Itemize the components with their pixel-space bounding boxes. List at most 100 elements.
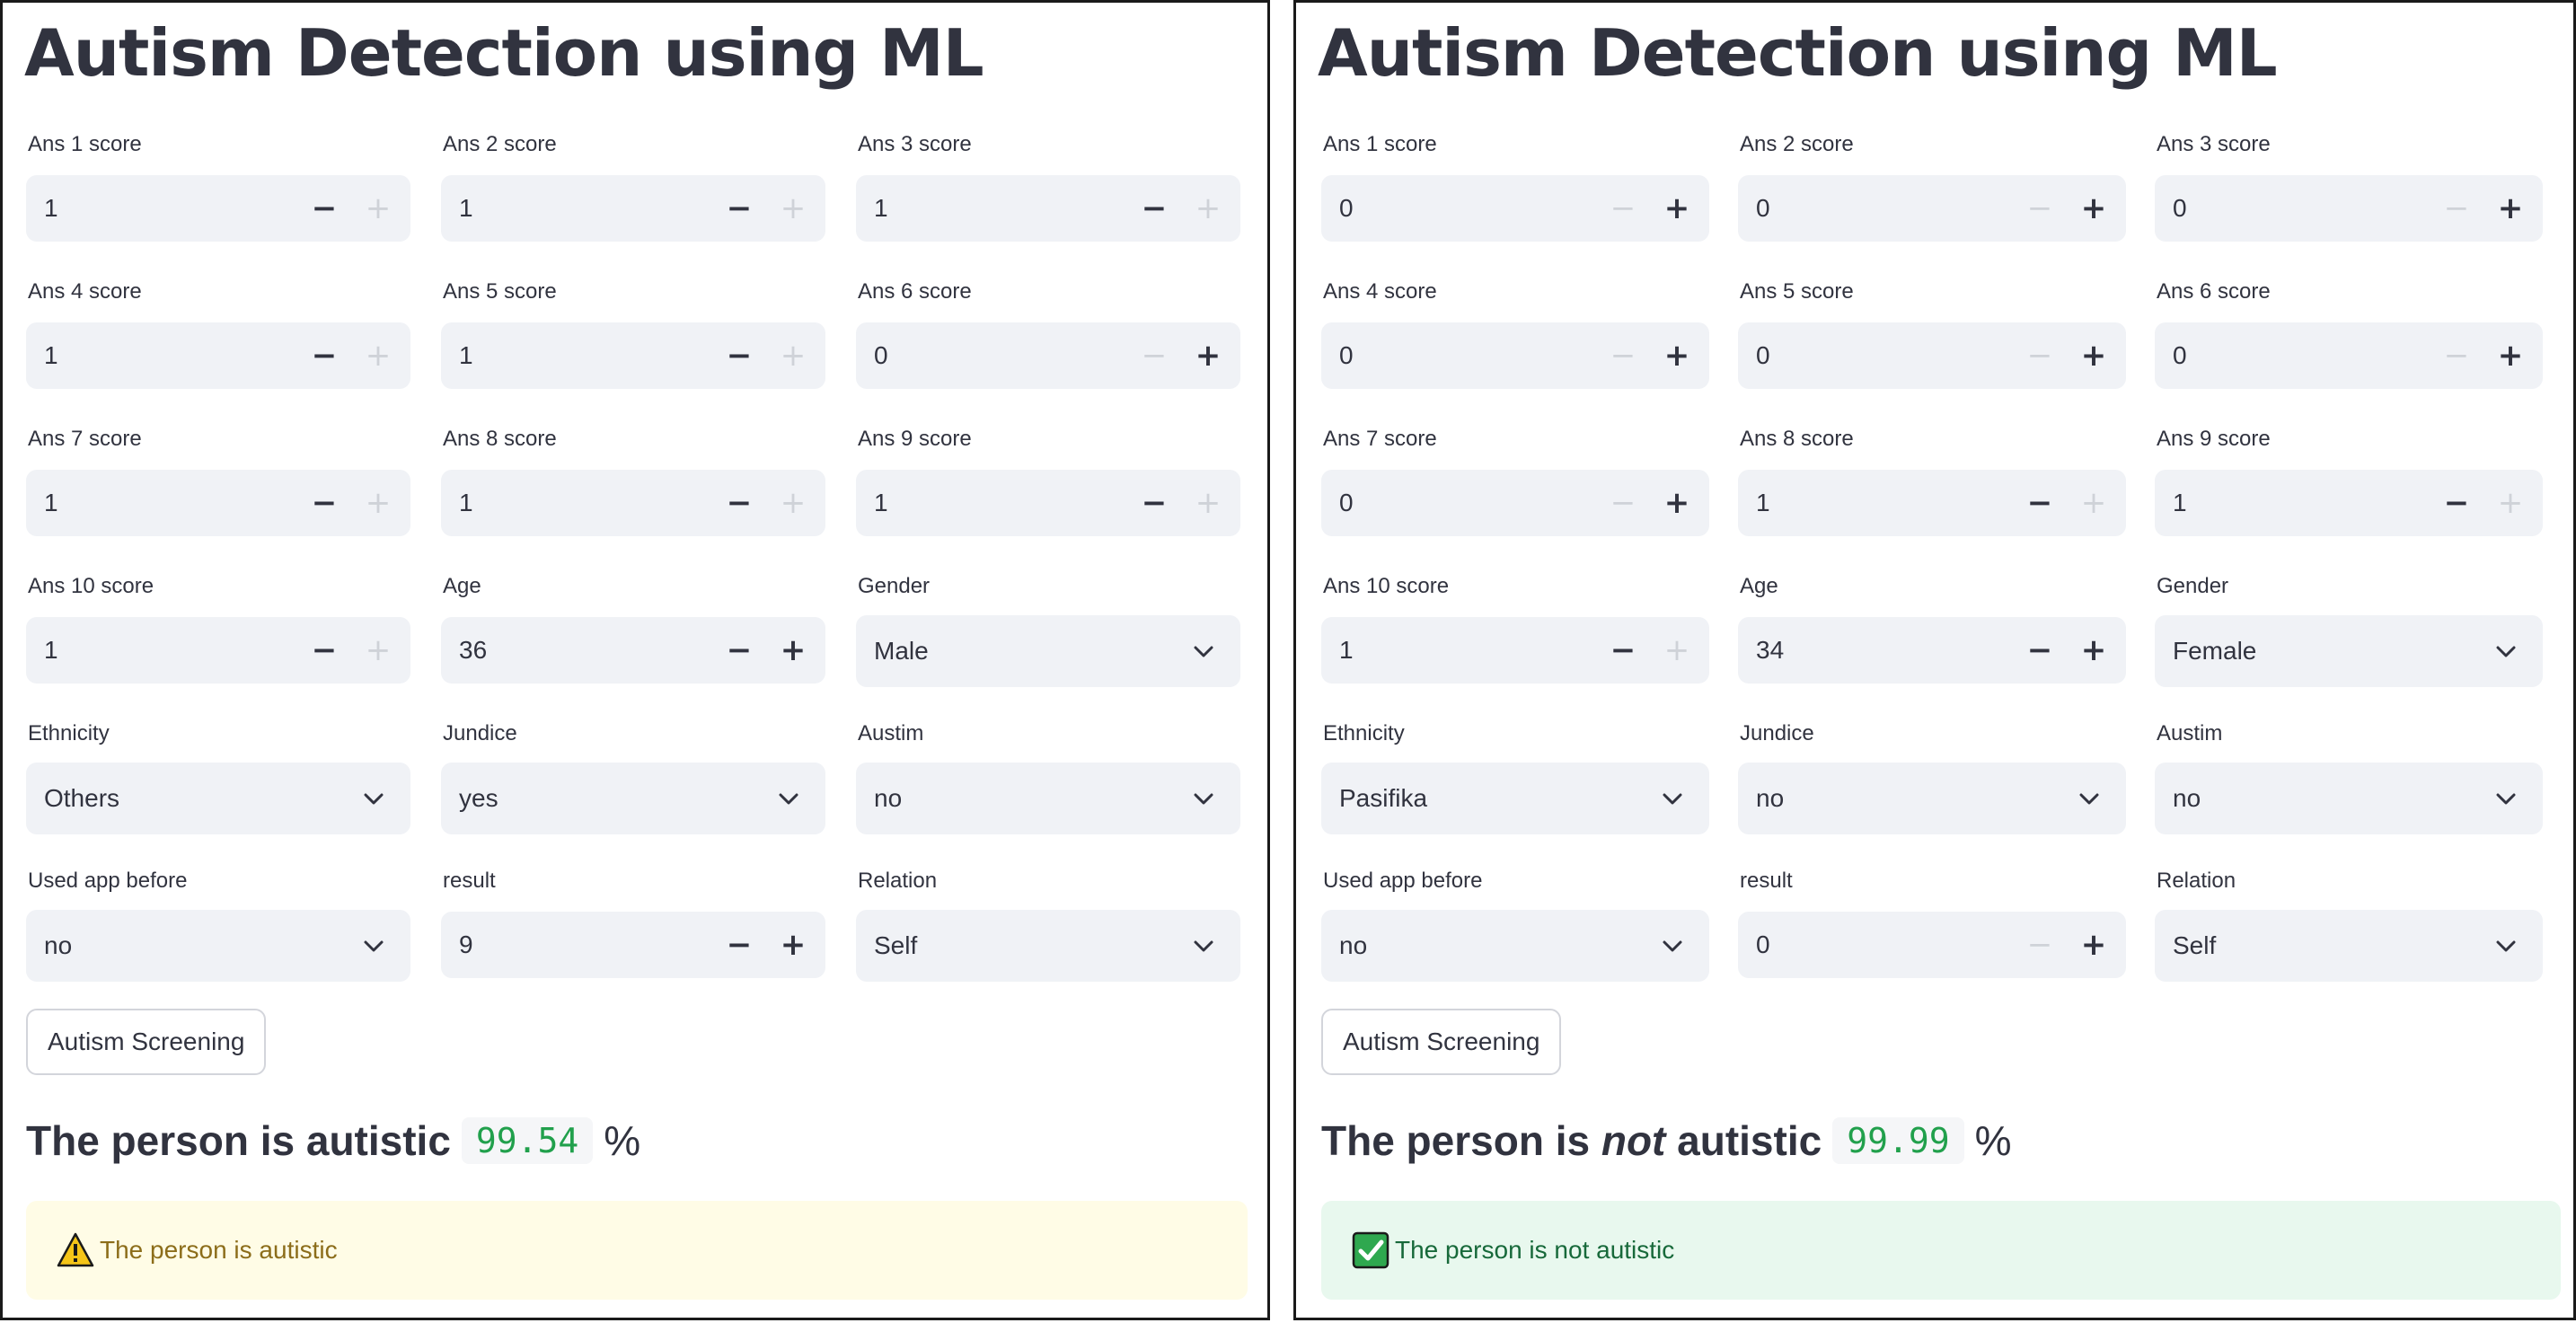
field-value[interactable]: 1 — [44, 341, 58, 369]
ans-2-score-number-input[interactable]: 1 − + — [441, 175, 825, 242]
chevron-down-icon[interactable] — [2078, 787, 2101, 810]
result-number-input[interactable]: 0 − + — [1738, 912, 2126, 978]
gender-select[interactable]: Female — [2155, 615, 2543, 687]
ans-5-score-number-input[interactable]: 0 − + — [1738, 322, 2126, 389]
increment-button[interactable]: + — [2497, 190, 2524, 226]
field-value[interactable]: no — [2173, 784, 2201, 812]
ans-10-score-number-input[interactable]: 1 − + — [26, 617, 410, 684]
ans-10-score-number-input[interactable]: 1 − + — [1321, 617, 1709, 684]
chevron-down-icon[interactable] — [362, 787, 385, 810]
decrement-button[interactable]: − — [2026, 485, 2053, 521]
field-value[interactable]: 0 — [1756, 931, 1770, 958]
increment-button[interactable]: + — [780, 485, 807, 521]
field-value[interactable]: Male — [874, 637, 929, 665]
decrement-button[interactable]: − — [311, 485, 338, 521]
field-value[interactable]: 0 — [1339, 489, 1354, 516]
field-value[interactable]: 1 — [459, 489, 473, 516]
field-value[interactable]: 0 — [1756, 341, 1770, 369]
ans-6-score-number-input[interactable]: 0 − + — [856, 322, 1240, 389]
field-value[interactable]: 36 — [459, 636, 488, 664]
decrement-button[interactable]: − — [2026, 632, 2053, 668]
increment-button[interactable]: + — [1195, 190, 1222, 226]
chevron-down-icon[interactable] — [777, 787, 800, 810]
decrement-button[interactable]: − — [311, 190, 338, 226]
decrement-button[interactable]: − — [2443, 338, 2470, 374]
jundice-select[interactable]: no — [1738, 763, 2126, 834]
ans-3-score-number-input[interactable]: 0 − + — [2155, 175, 2543, 242]
field-value[interactable]: Female — [2173, 637, 2257, 665]
gender-select[interactable]: Male — [856, 615, 1240, 687]
ans-6-score-number-input[interactable]: 0 − + — [2155, 322, 2543, 389]
increment-button[interactable]: + — [1195, 485, 1222, 521]
increment-button[interactable]: + — [2080, 338, 2107, 374]
field-value[interactable]: no — [874, 784, 903, 812]
increment-button[interactable]: + — [780, 190, 807, 226]
field-value[interactable]: 0 — [1339, 194, 1354, 222]
ans-5-score-number-input[interactable]: 1 − + — [441, 322, 825, 389]
decrement-button[interactable]: − — [726, 485, 753, 521]
increment-button[interactable]: + — [1663, 485, 1690, 521]
ans-1-score-number-input[interactable]: 1 − + — [26, 175, 410, 242]
field-value[interactable]: Pasifika — [1339, 784, 1428, 812]
chevron-down-icon[interactable] — [1192, 639, 1215, 663]
decrement-button[interactable]: − — [1610, 338, 1636, 374]
autism-screening-button[interactable]: Autism Screening — [1321, 1009, 1562, 1075]
increment-button[interactable]: + — [780, 338, 807, 374]
field-value[interactable]: 1 — [874, 194, 888, 222]
autism-screening-button[interactable]: Autism Screening — [26, 1009, 267, 1075]
decrement-button[interactable]: − — [1141, 338, 1168, 374]
decrement-button[interactable]: − — [311, 632, 338, 668]
decrement-button[interactable]: − — [726, 632, 753, 668]
decrement-button[interactable]: − — [311, 338, 338, 374]
increment-button[interactable]: + — [780, 927, 807, 963]
chevron-down-icon[interactable] — [1192, 934, 1215, 957]
decrement-button[interactable]: − — [726, 190, 753, 226]
decrement-button[interactable]: − — [1610, 190, 1636, 226]
chevron-down-icon[interactable] — [1661, 787, 1684, 810]
age-number-input[interactable]: 36 − + — [441, 617, 825, 684]
field-value[interactable]: Self — [874, 931, 918, 959]
chevron-down-icon[interactable] — [2494, 787, 2518, 810]
ans-8-score-number-input[interactable]: 1 − + — [441, 470, 825, 536]
increment-button[interactable]: + — [1663, 632, 1690, 668]
decrement-button[interactable]: − — [1610, 632, 1636, 668]
field-value[interactable]: 9 — [459, 931, 473, 958]
field-value[interactable]: 1 — [44, 636, 58, 664]
austim-select[interactable]: no — [2155, 763, 2543, 834]
field-value[interactable]: 0 — [1756, 194, 1770, 222]
result-number-input[interactable]: 9 − + — [441, 912, 825, 978]
increment-button[interactable]: + — [2497, 485, 2524, 521]
increment-button[interactable]: + — [365, 485, 392, 521]
chevron-down-icon[interactable] — [362, 934, 385, 957]
jundice-select[interactable]: yes — [441, 763, 825, 834]
field-value[interactable]: 0 — [1339, 341, 1354, 369]
increment-button[interactable]: + — [2080, 927, 2107, 963]
chevron-down-icon[interactable] — [1192, 787, 1215, 810]
chevron-down-icon[interactable] — [2494, 934, 2518, 957]
increment-button[interactable]: + — [1663, 338, 1690, 374]
ans-8-score-number-input[interactable]: 1 − + — [1738, 470, 2126, 536]
field-value[interactable]: 1 — [459, 341, 473, 369]
field-value[interactable]: 1 — [874, 489, 888, 516]
ans-9-score-number-input[interactable]: 1 − + — [856, 470, 1240, 536]
increment-button[interactable]: + — [365, 632, 392, 668]
field-value[interactable]: 34 — [1756, 636, 1785, 664]
decrement-button[interactable]: − — [2026, 338, 2053, 374]
ans-4-score-number-input[interactable]: 0 − + — [1321, 322, 1709, 389]
austim-select[interactable]: no — [856, 763, 1240, 834]
field-value[interactable]: yes — [459, 784, 498, 812]
field-value[interactable]: Self — [2173, 931, 2217, 959]
increment-button[interactable]: + — [780, 632, 807, 668]
ans-7-score-number-input[interactable]: 1 − + — [26, 470, 410, 536]
age-number-input[interactable]: 34 − + — [1738, 617, 2126, 684]
relation-select[interactable]: Self — [2155, 910, 2543, 982]
chevron-down-icon[interactable] — [2494, 639, 2518, 663]
field-value[interactable]: 1 — [2173, 489, 2187, 516]
decrement-button[interactable]: − — [2026, 927, 2053, 963]
field-value[interactable]: no — [44, 931, 73, 959]
field-value[interactable]: Others — [44, 784, 120, 812]
increment-button[interactable]: + — [365, 190, 392, 226]
decrement-button[interactable]: − — [726, 927, 753, 963]
decrement-button[interactable]: − — [2026, 190, 2053, 226]
ans-3-score-number-input[interactable]: 1 − + — [856, 175, 1240, 242]
